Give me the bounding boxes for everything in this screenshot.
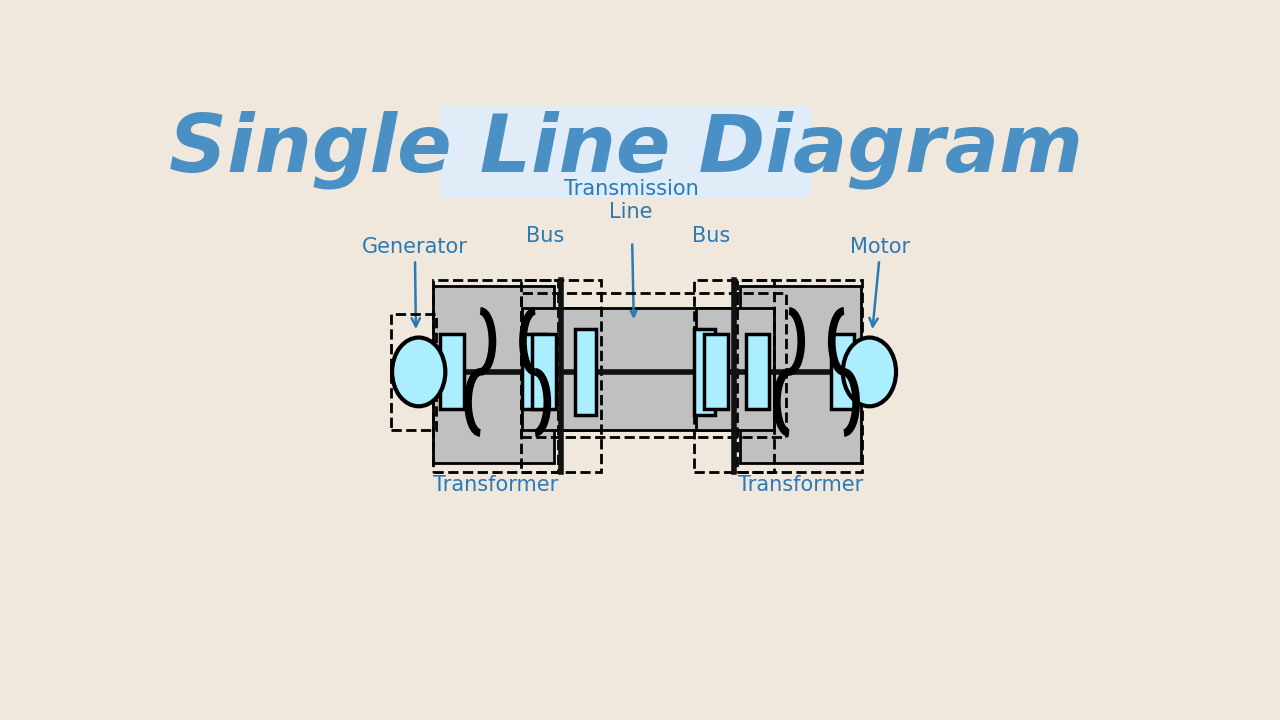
Bar (694, 281, 774, 472)
Bar (704, 335, 727, 410)
Bar (440, 335, 463, 410)
Text: Bus: Bus (526, 225, 564, 246)
Bar (561, 308, 735, 430)
Ellipse shape (392, 338, 445, 406)
Bar (433, 286, 554, 464)
Bar (521, 292, 786, 437)
Bar (831, 335, 854, 410)
Bar (696, 308, 773, 430)
Bar (433, 281, 558, 472)
Ellipse shape (842, 338, 896, 406)
Text: Single Line Diagram: Single Line Diagram (169, 111, 1083, 189)
Bar (522, 335, 545, 410)
Text: Motor: Motor (850, 237, 910, 326)
Bar (390, 314, 436, 430)
FancyBboxPatch shape (440, 106, 812, 197)
Bar (575, 329, 595, 415)
Bar (532, 335, 556, 410)
Bar (522, 308, 599, 430)
Bar (737, 281, 863, 472)
Bar (740, 286, 861, 464)
Text: Generator: Generator (362, 237, 467, 326)
Text: Transmission
Line: Transmission Line (563, 179, 699, 222)
Text: Transformer: Transformer (737, 475, 863, 495)
Bar (694, 329, 714, 415)
Bar (521, 281, 602, 472)
Text: Transformer: Transformer (433, 475, 558, 495)
Text: Bus: Bus (692, 225, 731, 246)
Bar (746, 335, 769, 410)
